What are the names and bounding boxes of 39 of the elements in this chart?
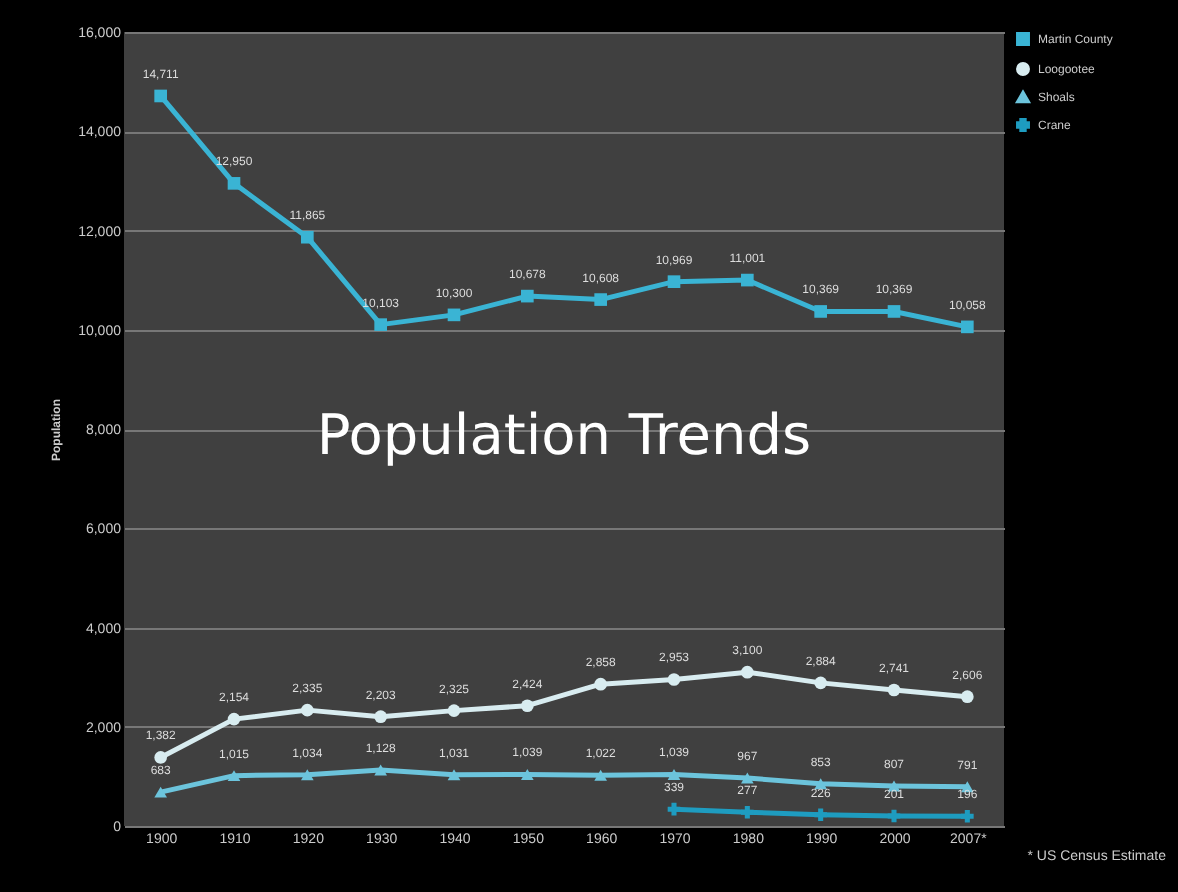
point (961, 320, 974, 334)
point (521, 699, 534, 713)
point (447, 308, 461, 322)
point (301, 703, 314, 717)
point (741, 665, 754, 679)
point (154, 786, 167, 798)
point (521, 289, 534, 303)
point (887, 809, 901, 823)
point (667, 275, 681, 288)
point (227, 712, 241, 726)
text: Population Trends (316, 402, 812, 468)
point (521, 768, 534, 780)
point (961, 809, 974, 823)
point (887, 683, 901, 697)
point (667, 768, 681, 780)
point (741, 805, 754, 819)
point (227, 177, 241, 190)
point (154, 89, 167, 103)
point (374, 318, 387, 331)
point (667, 802, 681, 816)
point (594, 677, 607, 691)
point (961, 690, 974, 703)
point (814, 305, 827, 318)
point (594, 293, 607, 306)
point (594, 769, 607, 781)
point (741, 772, 754, 784)
point (814, 808, 827, 822)
point (667, 673, 681, 686)
point (374, 710, 387, 723)
point (887, 305, 901, 318)
point (447, 769, 461, 781)
point (814, 676, 827, 690)
point (301, 230, 314, 244)
point (374, 764, 387, 776)
point (447, 704, 461, 717)
point (227, 770, 241, 782)
point (154, 751, 167, 764)
point (301, 769, 314, 781)
point (741, 273, 754, 287)
